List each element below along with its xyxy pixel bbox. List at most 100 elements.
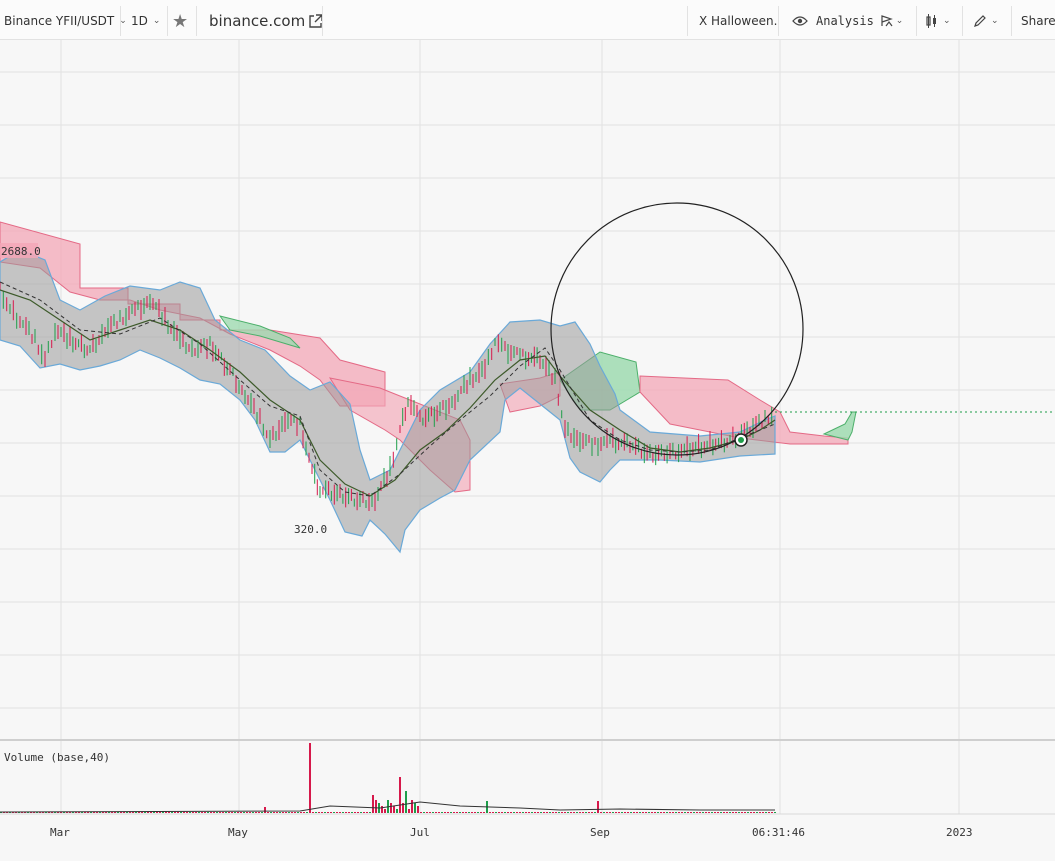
- volume-bar: [114, 812, 116, 813]
- volume-bars: [0, 743, 776, 813]
- indicator-chip[interactable]: X Halloween.: [699, 6, 777, 36]
- volume-bar: [708, 812, 710, 813]
- bollinger-bands: [0, 249, 776, 554]
- volume-bar: [750, 812, 752, 813]
- volume-bar: [42, 812, 44, 813]
- volume-bar: [75, 812, 77, 813]
- analysis-tool-icon: [881, 15, 893, 27]
- x-tick-jul: Jul: [410, 826, 430, 839]
- volume-bar: [192, 812, 194, 813]
- volume-bar: [123, 812, 125, 813]
- volume-bar: [669, 812, 671, 813]
- volume-bar: [732, 812, 734, 813]
- volume-bar: [345, 812, 347, 813]
- volume-bar: [294, 812, 296, 813]
- volume-bar: [279, 812, 281, 813]
- volume-bar: [660, 812, 662, 813]
- volume-bar: [165, 812, 167, 813]
- interval-selector[interactable]: 1D ⌄: [131, 6, 160, 36]
- volume-bar: [453, 812, 455, 813]
- volume-bar: [504, 812, 506, 813]
- volume-bar: [615, 812, 617, 813]
- volume-bar: [102, 812, 104, 813]
- volume-bar: [639, 812, 641, 813]
- volume-bar: [330, 812, 332, 813]
- volume-bar: [576, 812, 578, 813]
- volume-bar: [768, 812, 770, 813]
- volume-bar: [12, 812, 14, 813]
- volume-bar: [645, 812, 647, 813]
- volume-bar: [126, 812, 128, 813]
- volume-bar: [84, 812, 86, 813]
- volume-bar: [297, 812, 299, 813]
- volume-bar: [633, 812, 635, 813]
- volume-bar: [738, 812, 740, 813]
- volume-bar: [582, 812, 584, 813]
- favorite-button[interactable]: ★: [172, 6, 188, 36]
- volume-bar: [756, 812, 758, 813]
- volume-bar: [381, 806, 383, 813]
- volume-bar: [120, 812, 122, 813]
- volume-bar: [744, 812, 746, 813]
- star-icon: ★: [172, 10, 189, 32]
- drawing-tool-selector[interactable]: ⌄: [974, 6, 999, 36]
- volume-bar: [696, 812, 698, 813]
- divider: [962, 6, 963, 36]
- volume-bar: [384, 809, 386, 813]
- volume-bar: [105, 812, 107, 813]
- analysis-button[interactable]: Analysis ⌄: [792, 6, 903, 36]
- volume-bar: [552, 812, 554, 813]
- symbol-label: Binance YFII/USDT: [4, 14, 115, 28]
- volume-bar: [435, 812, 437, 813]
- chart-area[interactable]: 2688.0 320.0 Volume (base,40) Mar May Ju…: [0, 40, 1055, 857]
- volume-bar: [537, 812, 539, 813]
- volume-bar: [129, 812, 131, 813]
- volume-bar: [81, 812, 83, 813]
- volume-bar: [156, 812, 158, 813]
- volume-bar: [15, 812, 17, 813]
- volume-bar: [684, 812, 686, 813]
- volume-bar: [57, 812, 59, 813]
- volume-bar: [714, 812, 716, 813]
- volume-bar: [561, 812, 563, 813]
- volume-bar: [528, 812, 530, 813]
- volume-bar: [48, 812, 50, 813]
- volume-bar: [87, 812, 89, 813]
- volume-bar: [741, 812, 743, 813]
- volume-bar: [672, 812, 674, 813]
- toolbar: Binance YFII/USDT ⌄ 1D ⌄ ★ binance.com X…: [0, 0, 1055, 40]
- volume-bar: [153, 812, 155, 813]
- volume-bar: [369, 812, 371, 813]
- volume-bar: [30, 812, 32, 813]
- volume-bar: [216, 812, 218, 813]
- volume-bar: [267, 812, 269, 813]
- volume-bar: [762, 812, 764, 813]
- x-tick-may: May: [228, 826, 248, 839]
- volume-bar: [681, 812, 683, 813]
- site-link[interactable]: binance.com: [209, 6, 324, 36]
- price-chart[interactable]: 2688.0 320.0 Volume (base,40) Mar May Ju…: [0, 40, 1055, 857]
- volume-bar: [198, 812, 200, 813]
- drawn-circle-annotation[interactable]: [550, 202, 804, 456]
- volume-bar: [168, 812, 170, 813]
- volume-bar: [600, 812, 602, 813]
- volume-bar: [306, 812, 308, 813]
- volume-bar: [255, 812, 257, 813]
- x-tick-2023: 2023: [946, 826, 973, 839]
- volume-bar: [489, 812, 491, 813]
- volume-bar: [621, 812, 623, 813]
- volume-bar: [729, 812, 731, 813]
- volume-bar: [186, 812, 188, 813]
- x-tick-mar: Mar: [50, 826, 70, 839]
- volume-bar: [753, 812, 755, 813]
- volume-bar: [642, 812, 644, 813]
- volume-bar: [321, 812, 323, 813]
- chart-type-selector[interactable]: ⌄: [926, 6, 951, 36]
- volume-bar: [27, 812, 29, 813]
- symbol-selector[interactable]: Binance YFII/USDT ⌄: [4, 6, 127, 36]
- volume-bar: [507, 812, 509, 813]
- volume-bar: [201, 812, 203, 813]
- volume-bar: [510, 812, 512, 813]
- volume-bar: [597, 801, 599, 813]
- share-button[interactable]: Share: [1021, 6, 1055, 36]
